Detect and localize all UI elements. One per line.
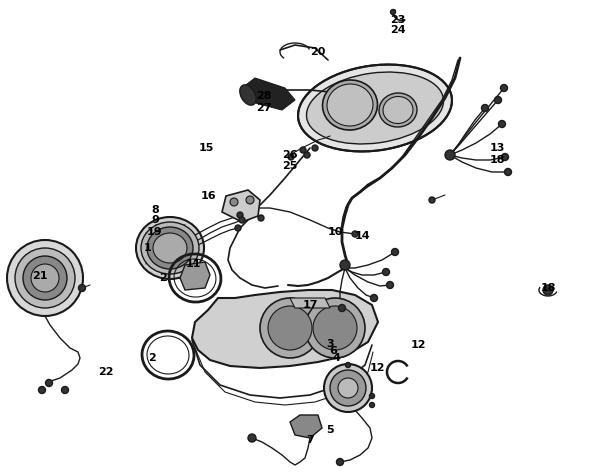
Text: 11: 11 bbox=[185, 259, 201, 269]
Polygon shape bbox=[180, 262, 210, 290]
Circle shape bbox=[246, 196, 254, 204]
Circle shape bbox=[230, 198, 238, 206]
Circle shape bbox=[370, 393, 374, 399]
Circle shape bbox=[46, 380, 52, 387]
Circle shape bbox=[15, 248, 75, 308]
Circle shape bbox=[300, 147, 306, 153]
Circle shape bbox=[391, 248, 398, 256]
Circle shape bbox=[501, 153, 508, 161]
Text: 1: 1 bbox=[144, 243, 152, 253]
Text: 3: 3 bbox=[326, 339, 334, 349]
Circle shape bbox=[391, 10, 395, 15]
Circle shape bbox=[429, 197, 435, 203]
Circle shape bbox=[324, 364, 372, 412]
Text: 7: 7 bbox=[306, 435, 314, 445]
Polygon shape bbox=[192, 290, 378, 368]
Circle shape bbox=[337, 458, 344, 466]
Text: 2: 2 bbox=[159, 273, 167, 283]
Circle shape bbox=[386, 282, 394, 288]
Ellipse shape bbox=[383, 96, 413, 124]
Text: 28: 28 bbox=[256, 91, 272, 101]
Ellipse shape bbox=[327, 84, 373, 126]
Text: 25: 25 bbox=[282, 161, 297, 171]
Circle shape bbox=[31, 264, 59, 292]
Circle shape bbox=[330, 370, 366, 406]
Circle shape bbox=[338, 378, 358, 398]
Circle shape bbox=[61, 387, 69, 393]
Text: 2: 2 bbox=[148, 353, 156, 363]
Text: 19: 19 bbox=[147, 227, 163, 237]
Circle shape bbox=[382, 268, 389, 276]
Circle shape bbox=[235, 225, 241, 231]
Polygon shape bbox=[222, 190, 260, 222]
Text: 5: 5 bbox=[326, 425, 334, 435]
Circle shape bbox=[23, 256, 67, 300]
Circle shape bbox=[237, 212, 243, 218]
Circle shape bbox=[501, 85, 507, 92]
Ellipse shape bbox=[153, 233, 187, 263]
Circle shape bbox=[340, 260, 350, 270]
Circle shape bbox=[304, 152, 310, 158]
Circle shape bbox=[7, 240, 83, 316]
Text: 13: 13 bbox=[489, 143, 505, 153]
Text: 24: 24 bbox=[390, 25, 406, 35]
Circle shape bbox=[305, 298, 365, 358]
Circle shape bbox=[288, 154, 294, 160]
Text: 22: 22 bbox=[98, 367, 114, 377]
Circle shape bbox=[38, 387, 46, 393]
Circle shape bbox=[258, 215, 264, 221]
Polygon shape bbox=[290, 415, 322, 438]
Text: 8: 8 bbox=[151, 205, 159, 215]
Text: 9: 9 bbox=[151, 215, 159, 225]
Ellipse shape bbox=[141, 222, 199, 274]
Circle shape bbox=[79, 285, 85, 292]
Circle shape bbox=[346, 362, 350, 368]
Text: 18: 18 bbox=[489, 155, 505, 165]
Circle shape bbox=[495, 96, 501, 104]
Text: 27: 27 bbox=[256, 103, 272, 113]
Circle shape bbox=[248, 434, 256, 442]
Circle shape bbox=[504, 169, 511, 175]
Text: 20: 20 bbox=[310, 47, 326, 57]
Circle shape bbox=[543, 285, 553, 295]
Circle shape bbox=[239, 217, 245, 223]
Ellipse shape bbox=[307, 72, 444, 144]
Circle shape bbox=[370, 402, 374, 408]
Circle shape bbox=[313, 306, 357, 350]
Text: 26: 26 bbox=[282, 150, 298, 160]
Ellipse shape bbox=[379, 93, 417, 127]
Circle shape bbox=[498, 121, 505, 127]
Circle shape bbox=[370, 294, 377, 302]
Ellipse shape bbox=[298, 65, 452, 152]
Polygon shape bbox=[290, 298, 330, 308]
Circle shape bbox=[268, 306, 312, 350]
Polygon shape bbox=[242, 78, 295, 110]
Text: 14: 14 bbox=[355, 231, 371, 241]
Text: 4: 4 bbox=[332, 353, 340, 363]
Ellipse shape bbox=[147, 227, 193, 269]
Text: 6: 6 bbox=[329, 346, 337, 356]
Ellipse shape bbox=[240, 85, 256, 105]
Text: 17: 17 bbox=[302, 300, 318, 310]
Circle shape bbox=[481, 104, 489, 112]
Circle shape bbox=[445, 150, 455, 160]
Circle shape bbox=[260, 298, 320, 358]
Text: 12: 12 bbox=[410, 340, 426, 350]
Text: 15: 15 bbox=[198, 143, 214, 153]
Text: 18: 18 bbox=[540, 283, 556, 293]
Text: 12: 12 bbox=[369, 363, 385, 373]
Circle shape bbox=[338, 304, 346, 312]
Text: 10: 10 bbox=[328, 227, 343, 237]
Ellipse shape bbox=[136, 217, 204, 279]
Circle shape bbox=[312, 145, 318, 151]
Text: 21: 21 bbox=[32, 271, 47, 281]
Text: 23: 23 bbox=[390, 15, 406, 25]
Text: 16: 16 bbox=[200, 191, 216, 201]
Circle shape bbox=[352, 231, 358, 237]
Ellipse shape bbox=[323, 80, 377, 130]
